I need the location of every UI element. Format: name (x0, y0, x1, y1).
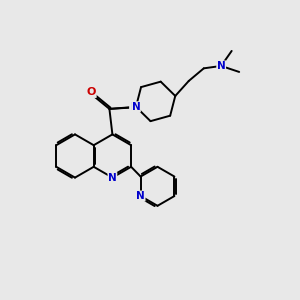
Text: N: N (136, 191, 145, 201)
Text: O: O (87, 87, 96, 98)
Text: N: N (130, 102, 138, 112)
Text: N: N (108, 172, 117, 183)
Text: N: N (132, 102, 140, 112)
Text: N: N (217, 61, 226, 71)
